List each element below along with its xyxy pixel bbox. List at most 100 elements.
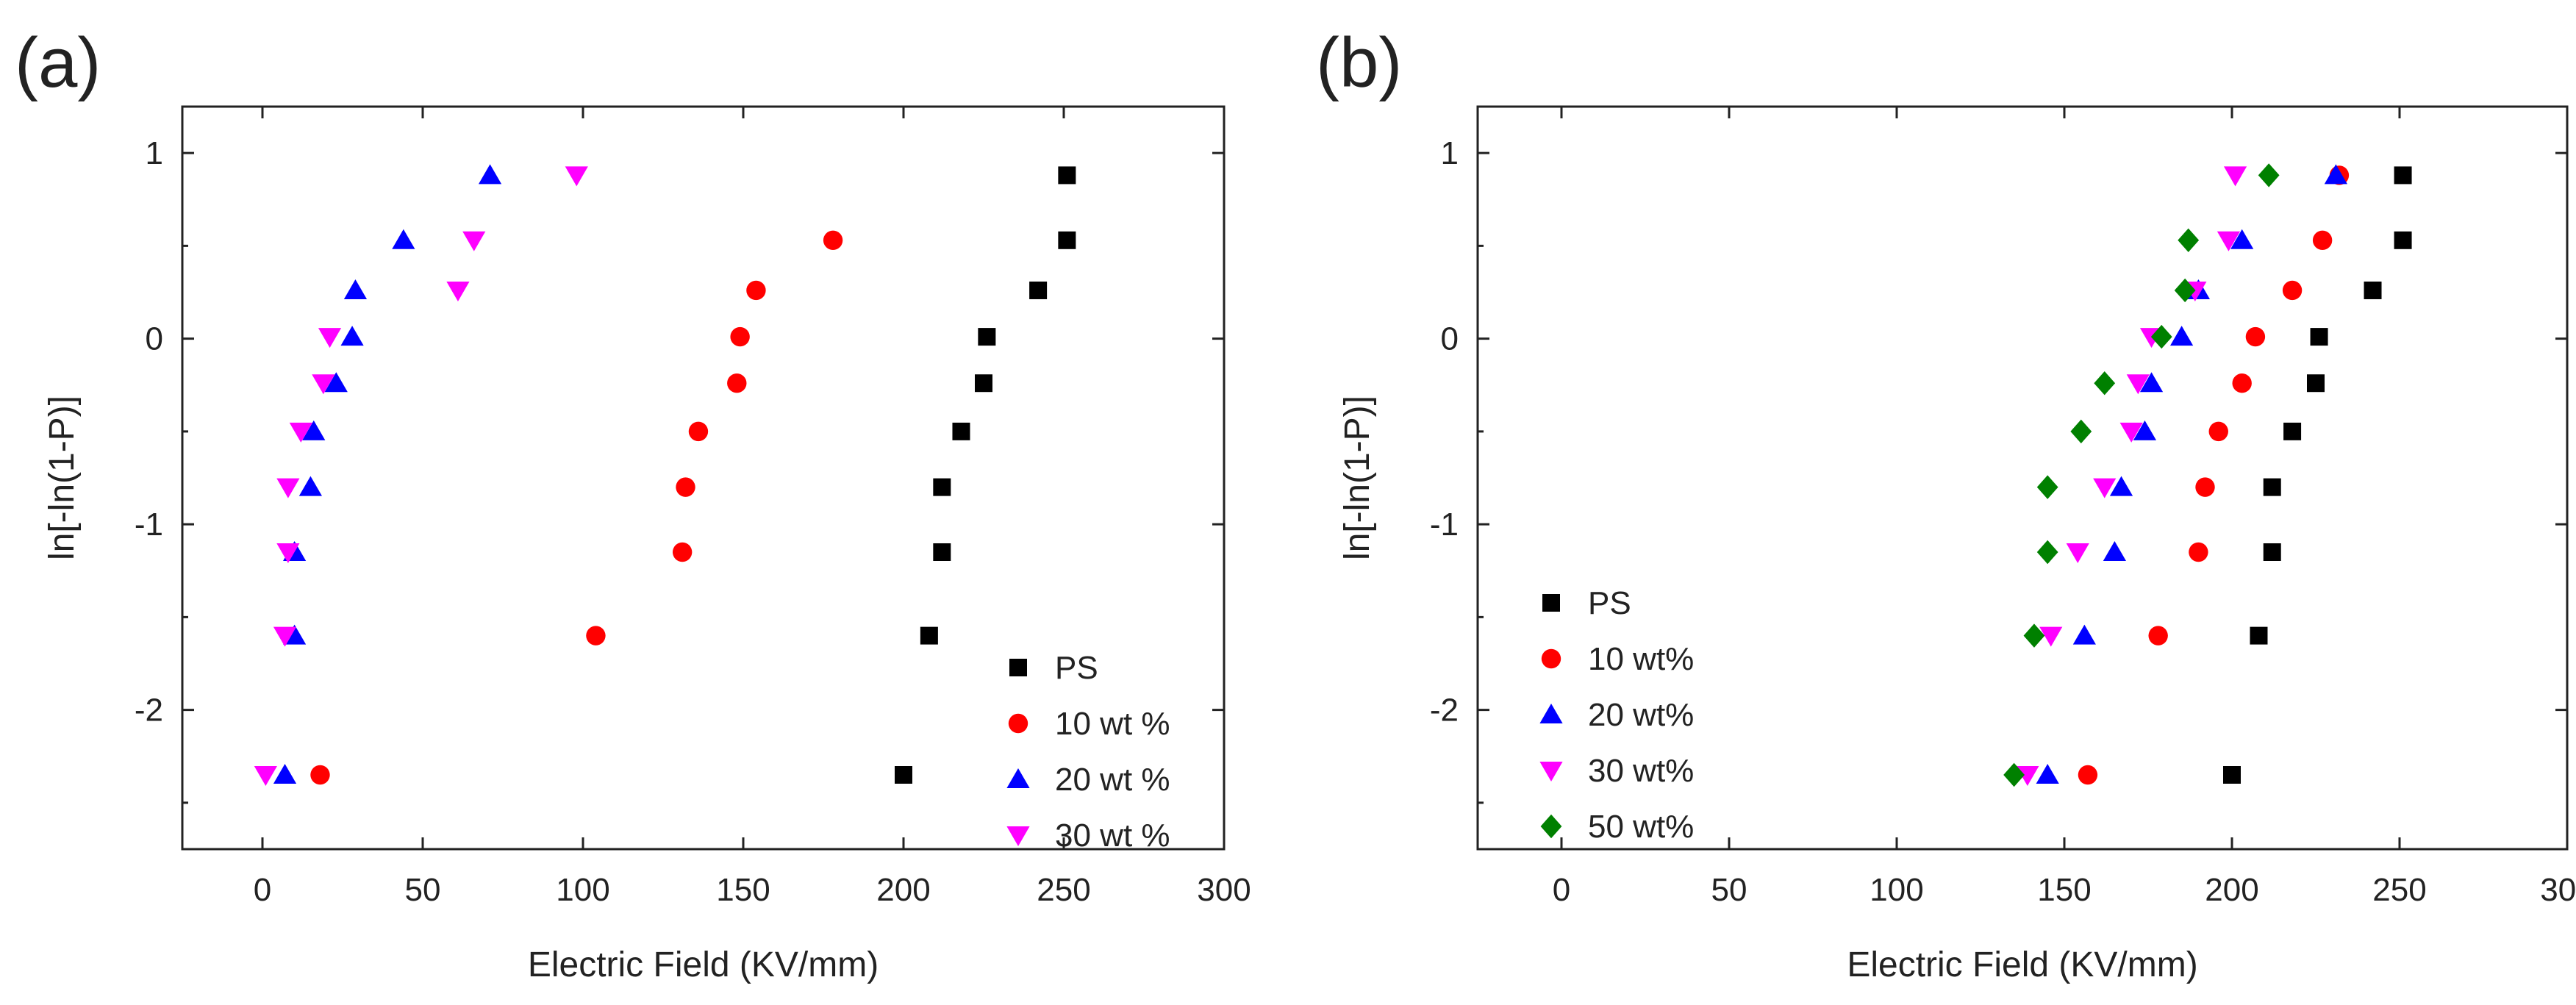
data-point (318, 328, 342, 348)
data-point (2263, 478, 2281, 496)
data-point (2150, 324, 2172, 349)
series-30-wt- (254, 166, 588, 786)
x-tick-label: 50 (405, 872, 441, 908)
data-point (2312, 230, 2333, 250)
legend-label: 10 wt% (1588, 641, 1694, 677)
data-point (2195, 477, 2215, 497)
y-axis-label: ln[-ln(1-P)] (43, 396, 82, 560)
data-point (289, 422, 312, 443)
data-point (2072, 624, 2096, 645)
x-tick-label: 250 (1037, 872, 1090, 908)
legend-marker (1006, 826, 1030, 846)
data-point (2094, 371, 2116, 396)
data-point (2283, 422, 2302, 440)
data-point (2282, 280, 2303, 301)
y-axis-label: ln[-ln(1-P)] (1338, 396, 1377, 560)
series-ps (895, 166, 1076, 784)
data-point (2394, 231, 2412, 249)
series-50-wt- (2003, 163, 2280, 787)
panel-b: (b) 0 50 100 150 200 250 300 -2 -1 0 1 Electric Fiel… (1316, 24, 2576, 984)
data-point (2258, 163, 2280, 187)
x-tick-label: 150 (2037, 872, 2091, 908)
data-point (1058, 166, 1076, 185)
data-point (2148, 626, 2168, 645)
data-point (2039, 626, 2063, 647)
data-point (2189, 542, 2208, 562)
x-tick-label: 200 (2205, 872, 2258, 908)
legend-label: 20 wt % (1055, 762, 1170, 798)
panel-label: (a) (15, 24, 101, 102)
y-tick-label: 1 (1441, 135, 1459, 171)
series-ps (2223, 166, 2412, 784)
data-point (446, 281, 470, 301)
legend-label: 30 wt% (1588, 753, 1694, 789)
data-point (920, 626, 938, 645)
data-point (273, 764, 297, 784)
legend-label: 20 wt% (1588, 697, 1694, 733)
data-point (2109, 476, 2133, 496)
data-point (324, 372, 348, 393)
data-point (2364, 281, 2382, 299)
data-point (2223, 766, 2241, 784)
data-point (2217, 231, 2241, 251)
plot-frame (1476, 105, 2569, 851)
data-point (2170, 326, 2194, 346)
data-point (2133, 420, 2157, 440)
data-point (302, 420, 326, 440)
data-point (2263, 543, 2281, 561)
x-tick-label: 200 (876, 872, 930, 908)
data-point (2036, 764, 2059, 784)
data-point (565, 166, 588, 187)
data-point (952, 422, 970, 440)
data-point (2119, 422, 2143, 443)
legend-marker (1542, 594, 1560, 612)
data-point (273, 626, 297, 647)
legend-marker (1539, 704, 1563, 723)
data-point (2307, 374, 2325, 393)
panel-label: (b) (1316, 24, 1402, 102)
data-point (2036, 475, 2058, 499)
data-point (2394, 166, 2412, 185)
x-tick-label: 100 (1870, 872, 1923, 908)
data-point (392, 229, 415, 249)
y-tick-label: 0 (146, 321, 163, 357)
data-point (276, 478, 300, 498)
data-point (933, 478, 951, 496)
data-point (895, 766, 912, 784)
series-10-wt- (310, 230, 843, 785)
legend-label: 30 wt % (1055, 818, 1170, 854)
data-point (2230, 229, 2254, 249)
y-tick-label: -1 (135, 507, 163, 543)
y-tick-label: 1 (146, 135, 163, 171)
legend-label: 50 wt% (1588, 809, 1694, 845)
data-point (672, 542, 693, 562)
legend-marker (1540, 814, 1562, 839)
data-point (975, 374, 992, 393)
data-point (276, 543, 300, 563)
data-point (2232, 373, 2252, 393)
data-point (2174, 278, 2196, 303)
series-30-wt- (2016, 166, 2247, 786)
data-point (310, 765, 330, 785)
data-point (727, 373, 747, 393)
data-point (2245, 326, 2266, 347)
x-tick-label: 150 (716, 872, 770, 908)
data-point (462, 231, 486, 251)
plot-frame (181, 105, 1226, 851)
data-point (933, 543, 951, 561)
data-point (298, 476, 322, 496)
data-point (2036, 540, 2058, 565)
data-point (254, 766, 277, 786)
y-tick-label: -1 (1430, 507, 1459, 543)
data-point (2126, 374, 2150, 395)
data-point (2078, 765, 2098, 785)
y-tick-label: -2 (1430, 693, 1459, 729)
legend-label: PS (1588, 585, 1631, 621)
data-point (2250, 626, 2268, 645)
data-point (2324, 164, 2347, 185)
data-point (2066, 543, 2089, 563)
data-point (2208, 421, 2228, 442)
data-point (978, 328, 996, 346)
data-point (1058, 231, 1076, 249)
